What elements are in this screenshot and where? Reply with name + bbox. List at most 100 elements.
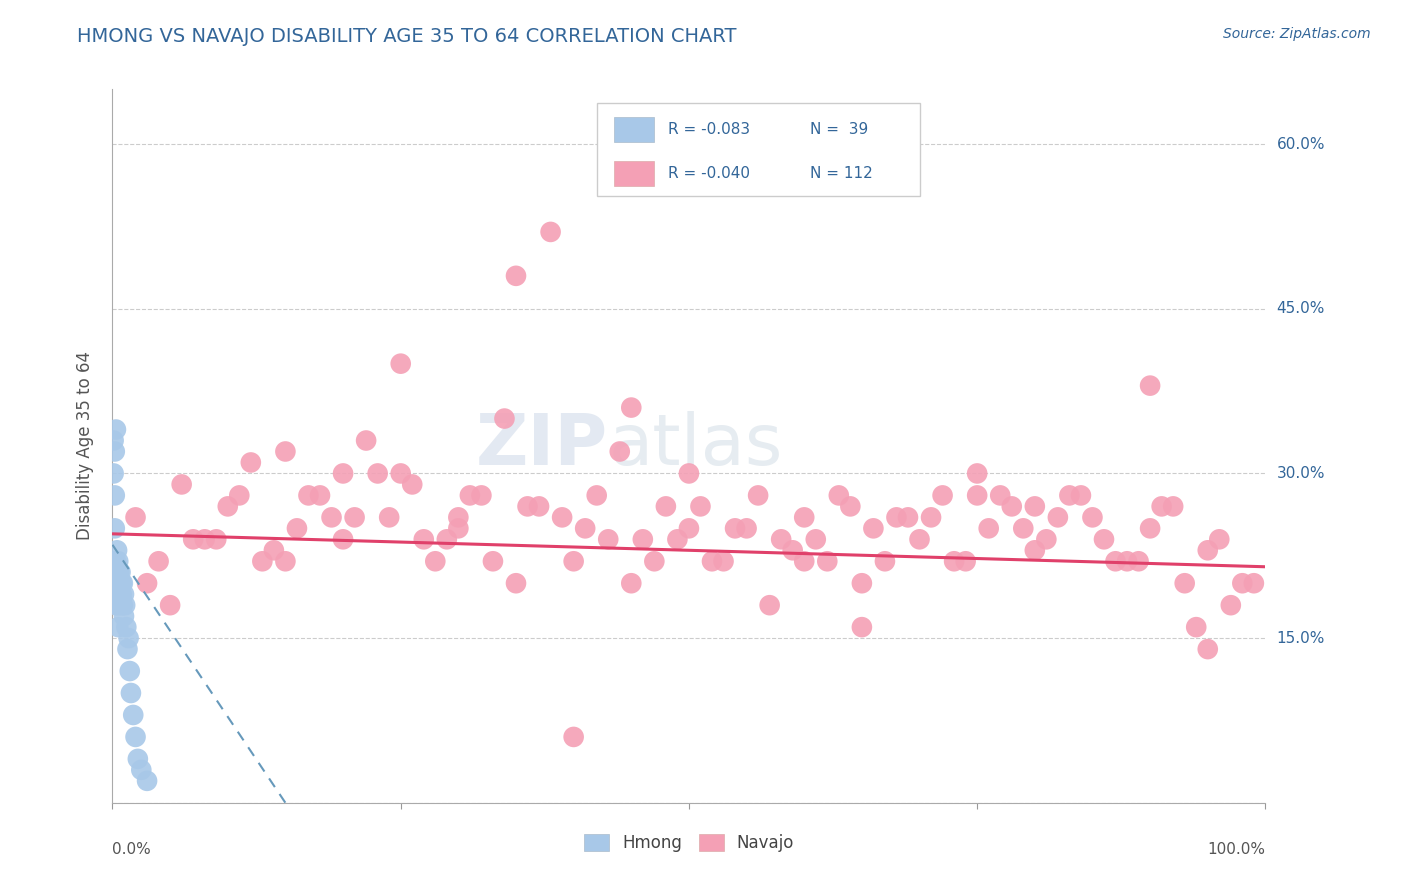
Point [700, 554, 723, 568]
Point [562, 730, 585, 744]
Point [108, 576, 131, 591]
Point [104, 488, 127, 502]
Point [1035, 533, 1057, 547]
Point [252, 554, 274, 568]
Point [108, 587, 131, 601]
Point [354, 434, 377, 448]
Text: N =  39: N = 39 [810, 122, 869, 137]
Point [689, 500, 711, 514]
Point [828, 488, 851, 502]
Point [585, 488, 607, 502]
Point [1012, 521, 1035, 535]
Point [111, 598, 134, 612]
Point [1174, 576, 1197, 591]
Point [908, 533, 931, 547]
Point [931, 488, 953, 502]
Point [367, 467, 389, 481]
Point [655, 500, 678, 514]
Point [666, 533, 689, 547]
Point [447, 521, 470, 535]
Point [620, 576, 643, 591]
Point [678, 521, 700, 535]
Point [332, 533, 354, 547]
Point [1185, 620, 1208, 634]
Legend: Hmong, Navajo: Hmong, Navajo [576, 827, 801, 859]
Text: 30.0%: 30.0% [1277, 466, 1324, 481]
Point [977, 521, 1000, 535]
Point [401, 477, 423, 491]
Point [562, 554, 585, 568]
Point [886, 510, 908, 524]
Point [505, 576, 527, 591]
Point [1128, 554, 1150, 568]
Point [758, 598, 780, 612]
Point [839, 500, 862, 514]
Point [804, 533, 827, 547]
Point [105, 543, 128, 558]
Point [735, 521, 758, 535]
Point [107, 576, 129, 591]
Point [378, 510, 401, 524]
Bar [614, 161, 654, 186]
Point [136, 576, 159, 591]
Text: HMONG VS NAVAJO DISABILITY AGE 35 TO 64 CORRELATION CHART: HMONG VS NAVAJO DISABILITY AGE 35 TO 64 … [77, 27, 737, 45]
Point [107, 620, 129, 634]
Point [897, 510, 920, 524]
Point [332, 467, 354, 481]
Point [120, 686, 142, 700]
Point [1139, 378, 1161, 392]
Point [1092, 533, 1115, 547]
Point [110, 566, 132, 580]
Text: R = -0.040: R = -0.040 [668, 166, 751, 180]
Point [105, 566, 128, 580]
Point [412, 533, 434, 547]
Point [447, 510, 470, 524]
Point [104, 521, 127, 535]
Point [127, 752, 149, 766]
Point [1139, 521, 1161, 535]
Point [108, 566, 131, 580]
Point [540, 225, 562, 239]
Point [104, 598, 127, 612]
Point [170, 477, 193, 491]
Point [1150, 500, 1173, 514]
Point [1070, 488, 1092, 502]
Text: 100.0%: 100.0% [1208, 842, 1265, 857]
Point [114, 598, 136, 612]
FancyBboxPatch shape [596, 103, 920, 196]
Point [159, 598, 181, 612]
Point [505, 268, 527, 283]
Point [343, 510, 366, 524]
Point [1059, 488, 1081, 502]
Point [527, 500, 550, 514]
Point [112, 609, 135, 624]
Point [458, 488, 481, 502]
Point [1243, 576, 1265, 591]
Point [1208, 533, 1230, 547]
Point [118, 664, 141, 678]
Point [181, 533, 204, 547]
Point [129, 763, 153, 777]
Point [724, 521, 747, 535]
Point [1161, 500, 1184, 514]
Point [107, 554, 129, 568]
Text: R = -0.083: R = -0.083 [668, 122, 751, 137]
Point [1024, 543, 1046, 558]
Point [194, 533, 217, 547]
Point [104, 576, 127, 591]
Point [1001, 500, 1024, 514]
Point [815, 554, 838, 568]
Point [851, 620, 873, 634]
Point [943, 554, 966, 568]
Point [136, 773, 159, 788]
Point [1219, 598, 1241, 612]
Point [988, 488, 1011, 502]
Point [470, 488, 492, 502]
Point [920, 510, 942, 524]
Point [643, 554, 665, 568]
Point [851, 576, 873, 591]
Point [104, 554, 127, 568]
Point [678, 467, 700, 481]
Point [793, 510, 815, 524]
Point [1104, 554, 1126, 568]
